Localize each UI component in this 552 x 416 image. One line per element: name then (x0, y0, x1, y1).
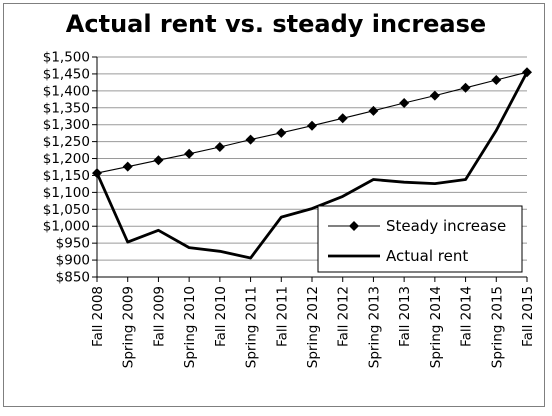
steady-increase-point (122, 161, 133, 172)
y-tick-label: $950 (56, 236, 90, 252)
steady-increase-point (276, 127, 287, 138)
x-tick-label: Spring 2012 (305, 286, 321, 368)
legend-box (317, 205, 523, 273)
steady-increase-point (429, 90, 440, 101)
x-tick-label: Spring 2014 (428, 286, 444, 368)
y-tick-label: $1,200 (43, 151, 90, 167)
y-tick-label: $1,250 (43, 134, 90, 150)
y-tick-label: $1,100 (43, 185, 90, 201)
y-axis-tick-labels: $850$900$950$1,000$1,050$1,100$1,150$1,2… (43, 50, 90, 286)
x-tick-label: Spring 2010 (182, 286, 198, 368)
y-tick-label: $1,350 (43, 100, 90, 116)
y-tick-label: $1,300 (43, 117, 90, 133)
y-tick-label: $1,400 (43, 83, 90, 99)
steady-increase-point (368, 105, 379, 116)
x-tick-label: Fall 2010 (213, 286, 229, 347)
x-tick-label: Fall 2015 (520, 286, 536, 347)
y-tick-label: $1,150 (43, 168, 90, 184)
x-tick-label: Spring 2013 (366, 286, 382, 368)
steady-increase-point (153, 155, 164, 166)
chart-frame (3, 3, 545, 407)
series (92, 67, 532, 260)
steady-increase-point (214, 142, 225, 153)
steady-increase-point (184, 148, 195, 159)
legend-marker-steady-increase (349, 221, 359, 231)
steady-increase-point (307, 120, 317, 131)
y-tick-label: $900 (56, 253, 90, 269)
x-tick-label: Spring 2015 (489, 286, 505, 368)
steady-increase-point (337, 113, 348, 124)
chart-title: Actual rent vs. steady increase (66, 10, 486, 38)
y-tick-label: $1,450 (43, 66, 90, 82)
axes (92, 56, 528, 282)
legend-label-actual-rent: Actual rent (386, 247, 468, 265)
legend-label-steady-increase: Steady increase (386, 217, 506, 235)
y-tick-label: $1,000 (43, 219, 90, 235)
steady-increase-point (245, 134, 256, 145)
steady-increase-point (460, 82, 471, 93)
x-tick-label: Fall 2011 (274, 286, 290, 347)
x-tick-label: Spring 2009 (121, 286, 137, 368)
steady-increase-point (491, 75, 502, 86)
x-tick-label: Fall 2012 (336, 286, 352, 347)
steady-increase-point (92, 168, 102, 179)
legend: Steady increase Actual rent (317, 205, 523, 273)
x-tick-label: Fall 2013 (397, 286, 413, 347)
y-tick-label: $1,050 (43, 202, 90, 218)
y-tick-label: $850 (56, 270, 90, 286)
x-tick-label: Spring 2011 (244, 286, 260, 368)
x-axis-tick-labels: Fall 2008 Spring 2009 Fall 2009 Spring 2010… (90, 286, 536, 368)
actual-rent-line (95, 71, 529, 260)
x-tick-label: Fall 2014 (459, 286, 475, 347)
y-tick-label: $1,500 (43, 50, 90, 66)
x-tick-label: Fall 2008 (90, 286, 106, 347)
x-tick-label: Fall 2009 (151, 286, 167, 347)
steady-increase-point (399, 98, 410, 109)
